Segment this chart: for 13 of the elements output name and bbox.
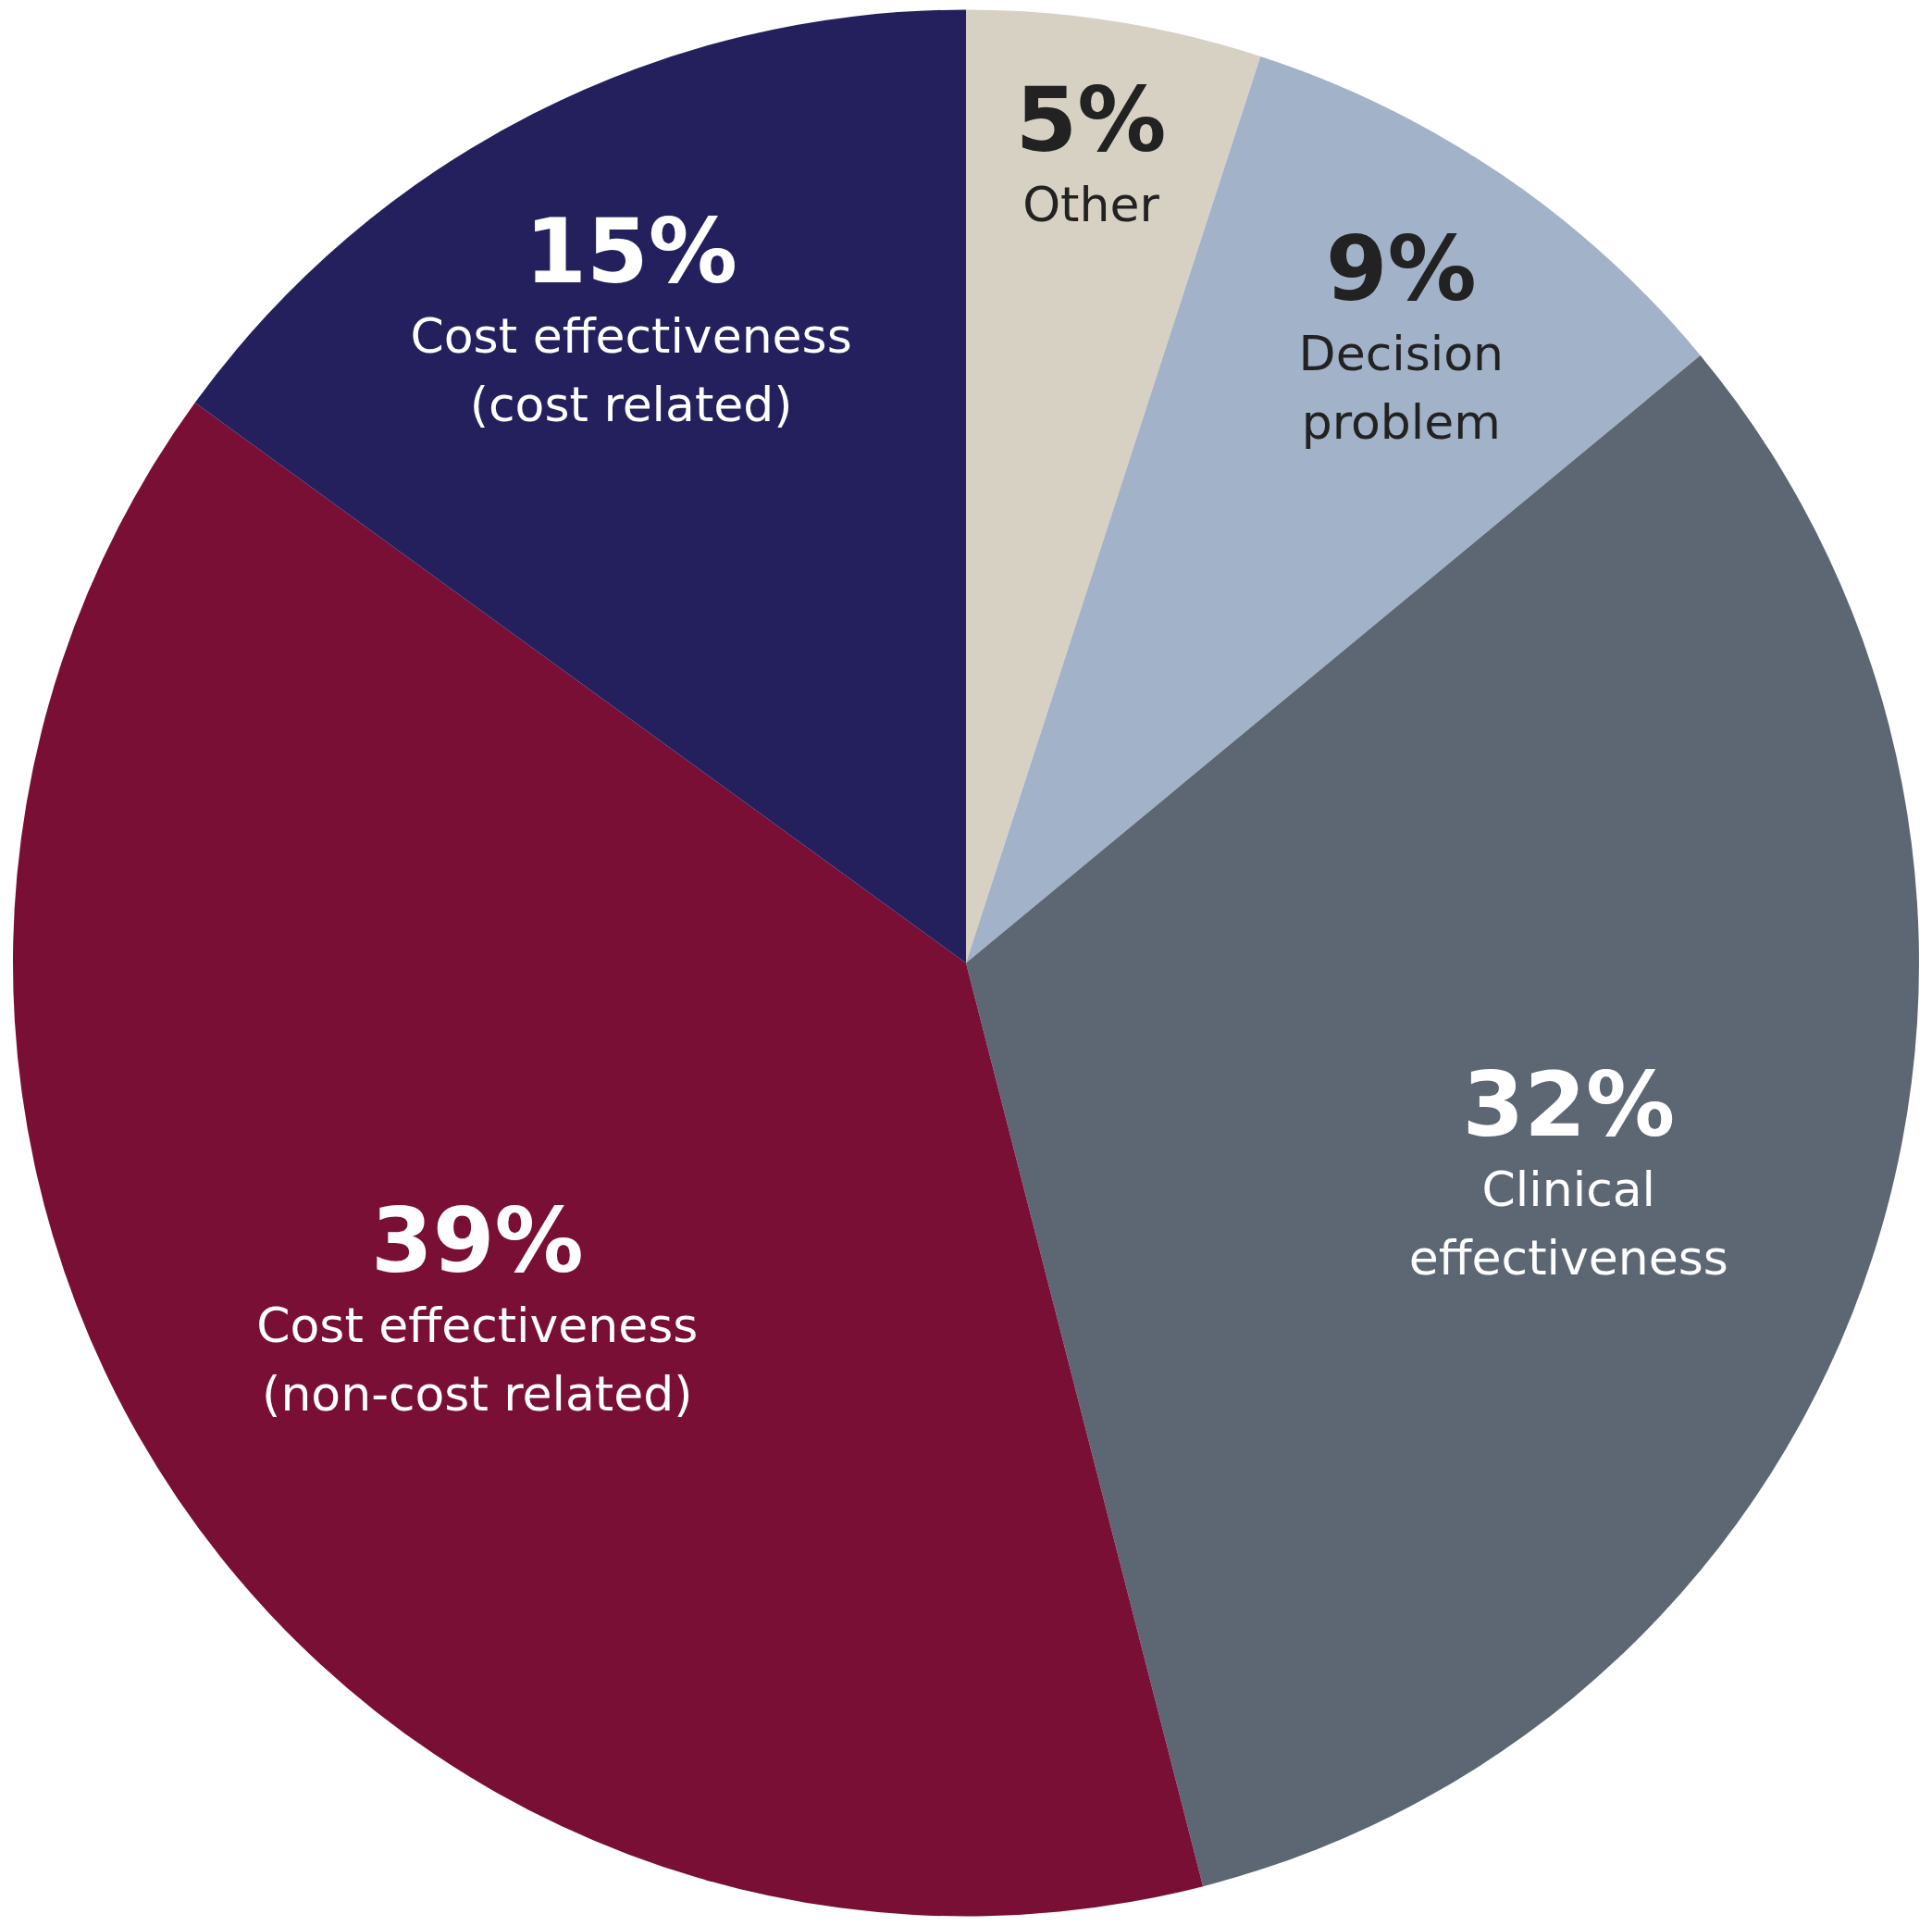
slice-label: Clinical effectiveness xyxy=(1408,1162,1728,1286)
slice-label: Decision problem xyxy=(1298,325,1504,450)
data-label: 9% xyxy=(1325,217,1477,321)
data-label: 39% xyxy=(370,1189,584,1294)
pie-slice xyxy=(194,9,966,963)
data-label: 32% xyxy=(1462,1053,1676,1158)
slice-label: Cost effectiveness (non-cost related) xyxy=(256,1298,699,1423)
pie-slice xyxy=(966,9,1261,963)
data-label: 15% xyxy=(525,200,738,304)
pie-slice xyxy=(966,56,1701,963)
slice-label: Cost effectiveness (cost related) xyxy=(410,308,852,433)
data-label: 5% xyxy=(1015,68,1167,173)
slice-label: Other xyxy=(1022,177,1160,233)
